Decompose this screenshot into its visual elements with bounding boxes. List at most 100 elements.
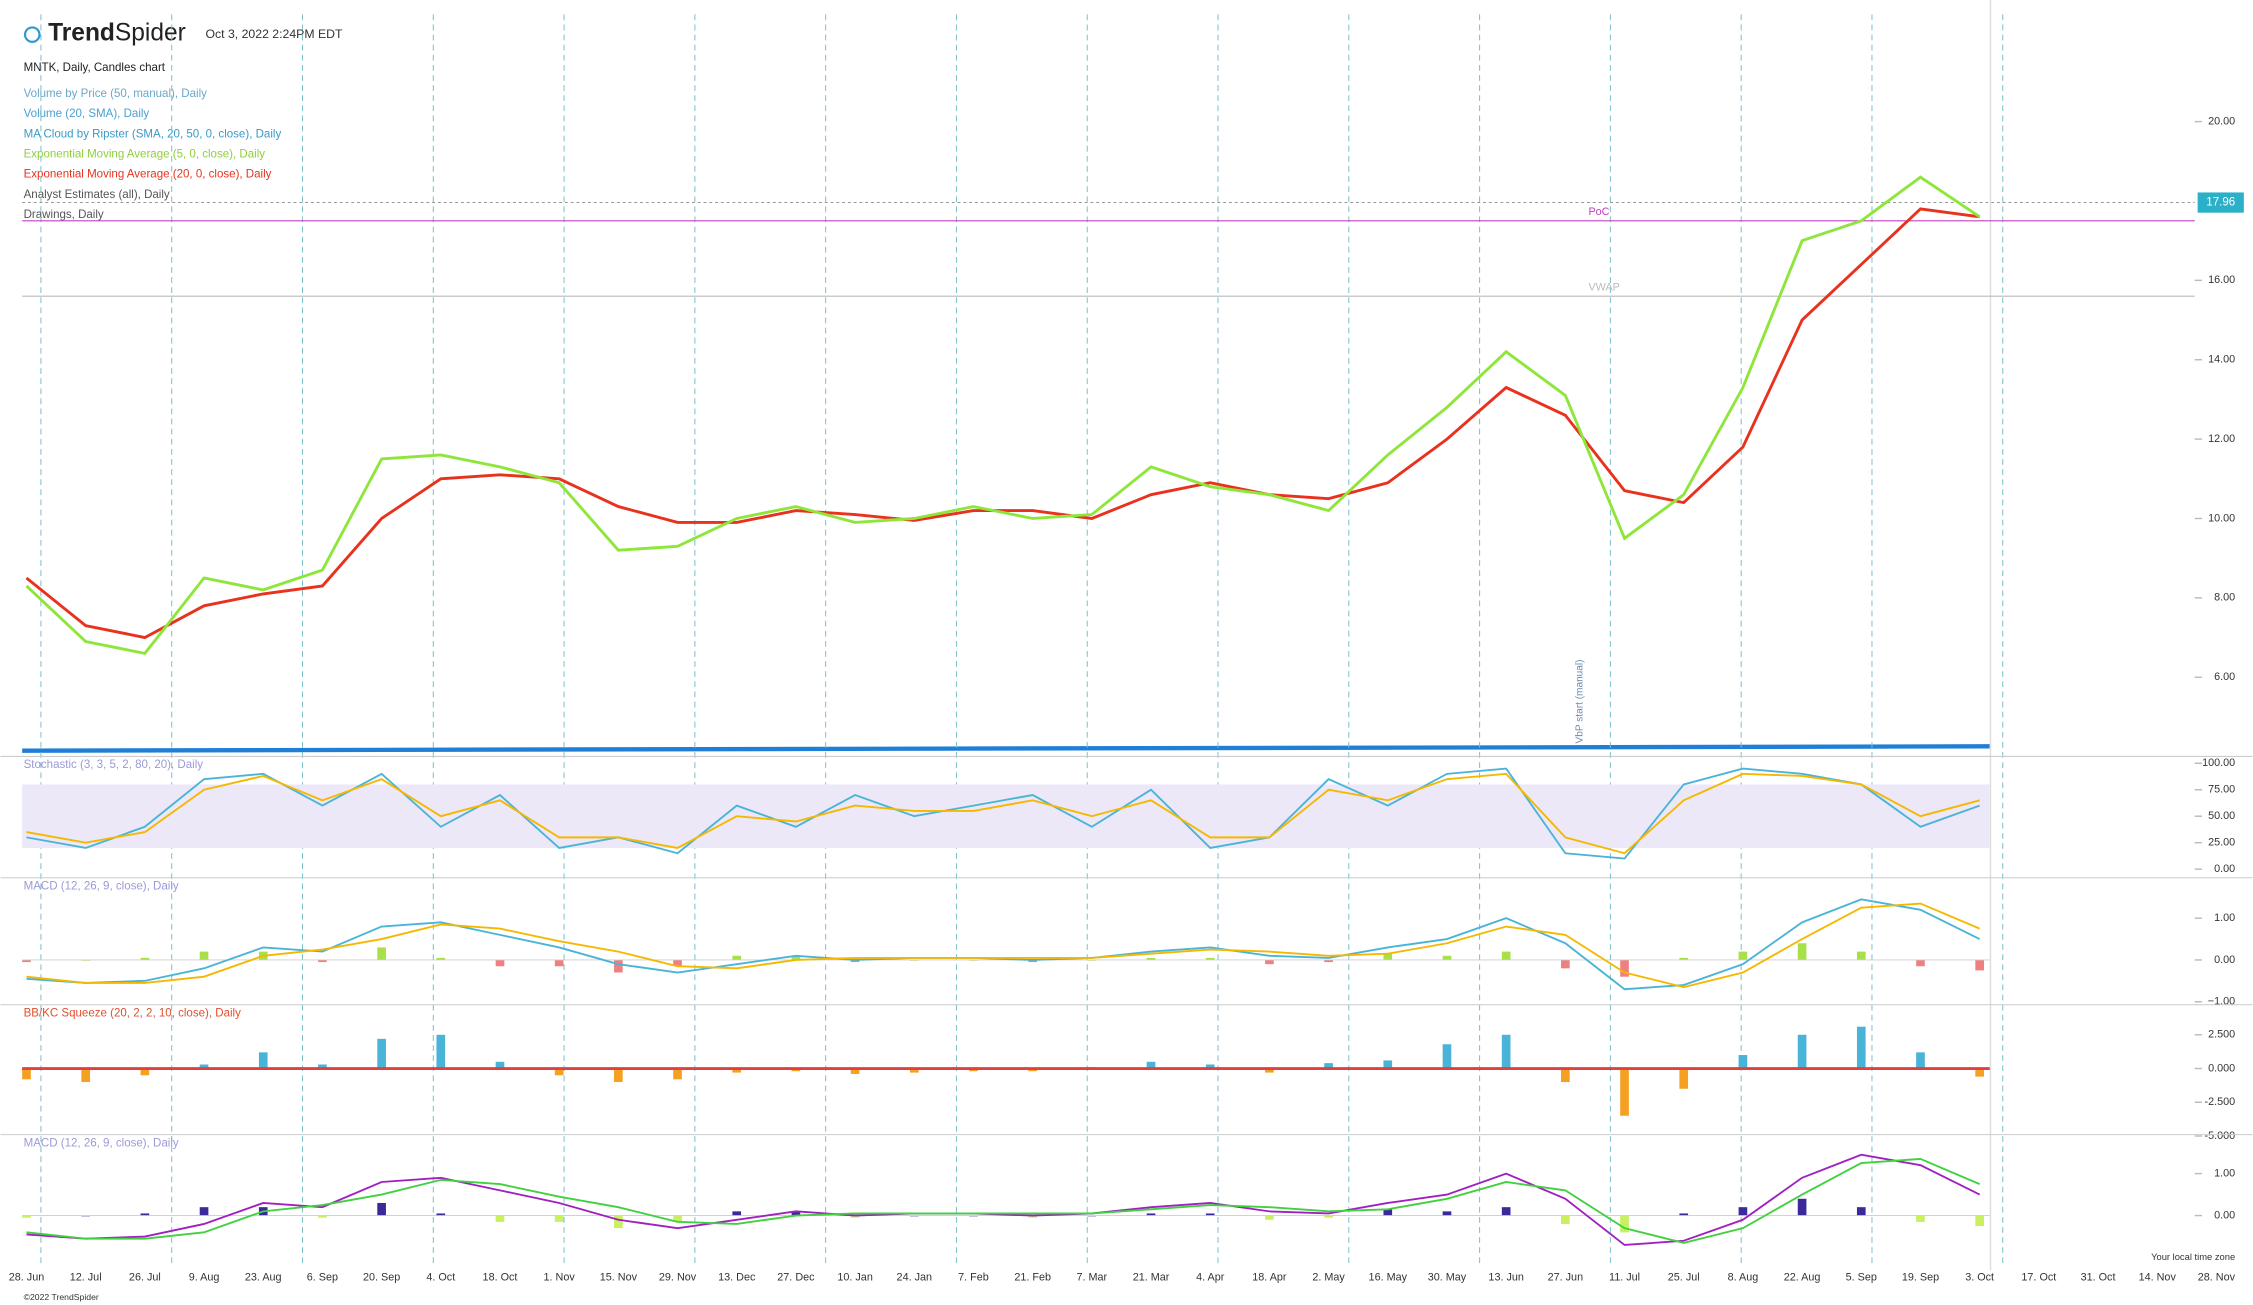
x-tick-label: 27. Jun: [1548, 1271, 1583, 1283]
histogram-bar: [1975, 1068, 1984, 1077]
y-tick-label: 1.00: [2214, 912, 2235, 924]
histogram-bar: [199, 951, 209, 960]
histogram-bar: [1501, 1207, 1511, 1216]
series-line: [26, 1157, 1981, 1244]
x-tick-label: 8. Aug: [1728, 1271, 1759, 1283]
histogram-bar: [850, 1215, 860, 1218]
logo: TrendSpider: [23, 20, 186, 47]
histogram-bar: [1501, 951, 1511, 960]
x-tick-label: 14. Nov: [2139, 1271, 2177, 1283]
brand-bold: Trend: [48, 20, 115, 47]
y-tick-label: 75.00: [2208, 784, 2235, 796]
x-tick-label: 2. May: [1312, 1271, 1345, 1283]
copyright: ©2022 TrendSpider: [24, 1292, 99, 1302]
histogram-bar: [495, 959, 505, 967]
histogram-bar: [377, 947, 386, 960]
x-tick-label: 12. Jul: [70, 1271, 102, 1283]
x-tick-label: 18. Apr: [1252, 1271, 1287, 1283]
histogram-bar: [1797, 1198, 1807, 1216]
histogram-bar: [1797, 1034, 1807, 1069]
x-tick-label: 22. Aug: [1784, 1271, 1821, 1283]
histogram-bar: [1383, 1060, 1393, 1069]
histogram-bar: [1442, 1211, 1452, 1216]
histogram-bar: [1620, 1215, 1629, 1233]
y-tick-label: 0.00: [2214, 1209, 2235, 1221]
x-tick-label: 16. May: [1369, 1271, 1408, 1283]
histogram-bar: [1856, 951, 1866, 960]
histogram-bar: [140, 1213, 150, 1216]
series-line: [25, 207, 1980, 640]
series-line: [26, 898, 1981, 991]
y-tick-label: 16.00: [2208, 274, 2235, 286]
x-tick-label: 6. Sep: [307, 1271, 338, 1283]
y-tick-label: 0.00: [2214, 863, 2235, 875]
histogram-bar: [436, 957, 446, 960]
histogram-bar: [436, 1034, 446, 1069]
legend-entry: Analyst Estimates (all), Daily: [24, 189, 170, 201]
histogram-bar: [1561, 959, 1570, 969]
histogram-bar: [1679, 1213, 1689, 1216]
histogram-bar: [495, 1061, 505, 1069]
histogram-bar: [554, 1215, 564, 1222]
x-tick-label: 7. Feb: [958, 1271, 989, 1283]
histogram-bar: [22, 1215, 31, 1218]
histogram-bar: [1975, 1215, 1984, 1227]
histogram-bar: [1383, 1209, 1393, 1216]
histogram-bar: [1561, 1068, 1570, 1083]
histogram-bar: [22, 1068, 31, 1080]
histogram-bar: [81, 1068, 91, 1083]
timezone: Your local time zone: [2151, 1252, 2235, 1262]
x-tick-label: 4. Oct: [426, 1271, 455, 1283]
y-tick-label: 0.000: [2208, 1062, 2235, 1074]
histogram-bar: [199, 1064, 209, 1069]
y-tick-label: 2.500: [2208, 1029, 2235, 1041]
y-tick-label: 100.00: [2202, 757, 2235, 769]
histogram-bar: [1205, 957, 1215, 960]
histogram-bar: [732, 1211, 742, 1216]
histogram-bar: [1856, 1207, 1866, 1216]
histogram-bar: [554, 1068, 564, 1076]
x-tick-label: 3. Oct: [1965, 1271, 1994, 1283]
histogram-bar: [850, 1068, 860, 1074]
x-tick-label: 18. Oct: [483, 1271, 518, 1283]
series-line: [26, 1153, 1981, 1246]
histogram-bar: [673, 1068, 682, 1080]
histogram-bar: [909, 1068, 919, 1073]
x-tick-label: 21. Mar: [1133, 1271, 1170, 1283]
x-tick-label: 31. Oct: [2081, 1271, 2116, 1283]
histogram-bar: [732, 1068, 742, 1073]
panel-title: MACD (12, 26, 9, close), Daily: [24, 880, 179, 892]
y-tick-label: 6.00: [2214, 671, 2235, 683]
reference-label: PoC: [1588, 206, 1609, 218]
symbol: MNTK, Daily, Candles chart: [24, 62, 166, 74]
price-badge: [2197, 192, 2244, 213]
histogram-bar: [495, 1215, 505, 1222]
y-tick-label: −1.00: [2208, 996, 2235, 1008]
histogram-bar: [1146, 957, 1156, 960]
histogram-bar: [791, 1211, 801, 1216]
x-tick-label: 1. Nov: [544, 1271, 576, 1283]
series-line: [25, 175, 1981, 656]
histogram-bar: [377, 1038, 386, 1069]
x-tick-label: 27. Dec: [777, 1271, 815, 1283]
series-line: [26, 902, 1981, 989]
histogram-bar: [1324, 1063, 1333, 1069]
histogram-bar: [614, 959, 623, 973]
legend-entry: Exponential Moving Average (20, 0, close…: [24, 169, 272, 181]
histogram-bar: [1620, 959, 1629, 977]
histogram-bar: [1561, 1215, 1570, 1224]
x-tick-label: 24. Jan: [897, 1271, 932, 1283]
legend-entry: MA Cloud by Ripster (SMA, 20, 50, 0, clo…: [24, 128, 282, 140]
histogram-bar: [554, 959, 564, 967]
histogram-bar: [318, 1215, 327, 1218]
panel-title: Stochastic (3, 3, 5, 2, 80, 20), Daily: [24, 759, 204, 771]
histogram-bar: [1442, 1044, 1452, 1069]
histogram-bar: [1442, 955, 1452, 960]
y-tick-label: 8.00: [2214, 592, 2235, 604]
x-tick-label: 4. Apr: [1196, 1271, 1225, 1283]
histogram-bar: [1916, 1052, 1925, 1069]
x-tick-label: 10. Jan: [837, 1271, 872, 1283]
histogram-bar: [1679, 957, 1689, 960]
histogram-bar: [614, 1068, 623, 1083]
